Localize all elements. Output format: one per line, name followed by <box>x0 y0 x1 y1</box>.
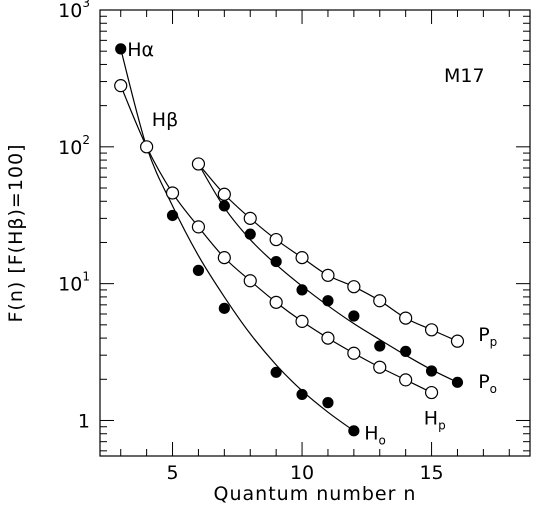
data-point-ho <box>296 388 308 401</box>
axis-ticks <box>100 9 530 456</box>
data-point-hp <box>399 373 413 387</box>
data-point-ho <box>166 209 179 222</box>
data-point-po <box>400 345 412 357</box>
data-point-pp <box>399 311 413 325</box>
x-tick-label: 10 <box>290 462 314 484</box>
series-labels: Ho Hp Po Pp <box>364 324 497 447</box>
data-point-pp <box>424 323 439 337</box>
data-point-hp <box>295 314 309 328</box>
data-point-po <box>451 376 464 388</box>
chart-annotation: M17 <box>444 65 485 87</box>
x-tick-label: 15 <box>419 462 443 484</box>
series-label-ho: Ho <box>364 422 386 447</box>
data-point-hp <box>140 140 154 154</box>
data-point-hp <box>321 331 335 345</box>
fit-curve-ho <box>120 48 355 432</box>
data-point-po <box>218 200 230 212</box>
data-point-hp <box>373 360 387 374</box>
data-point-hp <box>347 346 361 360</box>
fit-curve-pp <box>197 163 458 342</box>
data-point-pp <box>321 268 335 282</box>
data-points <box>114 43 465 437</box>
data-point-hp <box>191 220 206 234</box>
data-point-pp <box>295 251 309 265</box>
data-point-ho <box>218 302 230 314</box>
x-tick-label: 5 <box>166 462 178 484</box>
y-axis-label: F(n) [F(Hβ)=100] <box>5 143 27 322</box>
series-label-po: Po <box>478 371 497 396</box>
tick-labels: 5 10 15 1 101 102 103 <box>58 0 443 484</box>
series-label-pp: Pp <box>478 324 497 349</box>
data-point-po <box>425 365 438 377</box>
data-point-ho <box>115 43 127 55</box>
point-label: Hβ <box>152 109 178 131</box>
data-point-po <box>374 340 386 352</box>
data-point-pp <box>450 334 465 348</box>
data-point-hp <box>424 385 439 400</box>
data-point-pp <box>373 294 387 308</box>
y-tick-label: 101 <box>58 270 90 296</box>
data-point-ho <box>348 425 360 437</box>
data-point-po <box>270 255 282 268</box>
point-labels: Hα Hβ <box>127 39 178 131</box>
data-point-pp <box>243 211 257 225</box>
data-point-hp <box>217 251 231 265</box>
data-point-po <box>348 310 360 322</box>
y-tick-label: 103 <box>58 0 90 22</box>
point-label: Hα <box>127 39 154 61</box>
y-tick-label: 1 <box>78 410 90 432</box>
data-point-pp <box>269 232 283 247</box>
data-point-pp <box>347 280 361 294</box>
data-point-po <box>322 295 334 307</box>
data-point-pp <box>191 157 206 171</box>
data-point-hp <box>243 274 257 288</box>
data-point-hp <box>165 186 180 200</box>
data-point-ho <box>270 366 282 378</box>
data-point-po <box>296 284 308 296</box>
data-point-ho <box>322 397 334 409</box>
data-point-hp <box>114 79 128 93</box>
data-point-pp <box>217 187 231 201</box>
x-axis-label: Quantum number n <box>214 483 417 505</box>
series-label-hp: Hp <box>424 408 446 433</box>
data-point-hp <box>269 295 283 309</box>
data-point-ho <box>192 264 205 276</box>
data-point-po <box>244 228 256 240</box>
plot-frame <box>99 9 531 457</box>
y-tick-label: 102 <box>58 133 90 159</box>
